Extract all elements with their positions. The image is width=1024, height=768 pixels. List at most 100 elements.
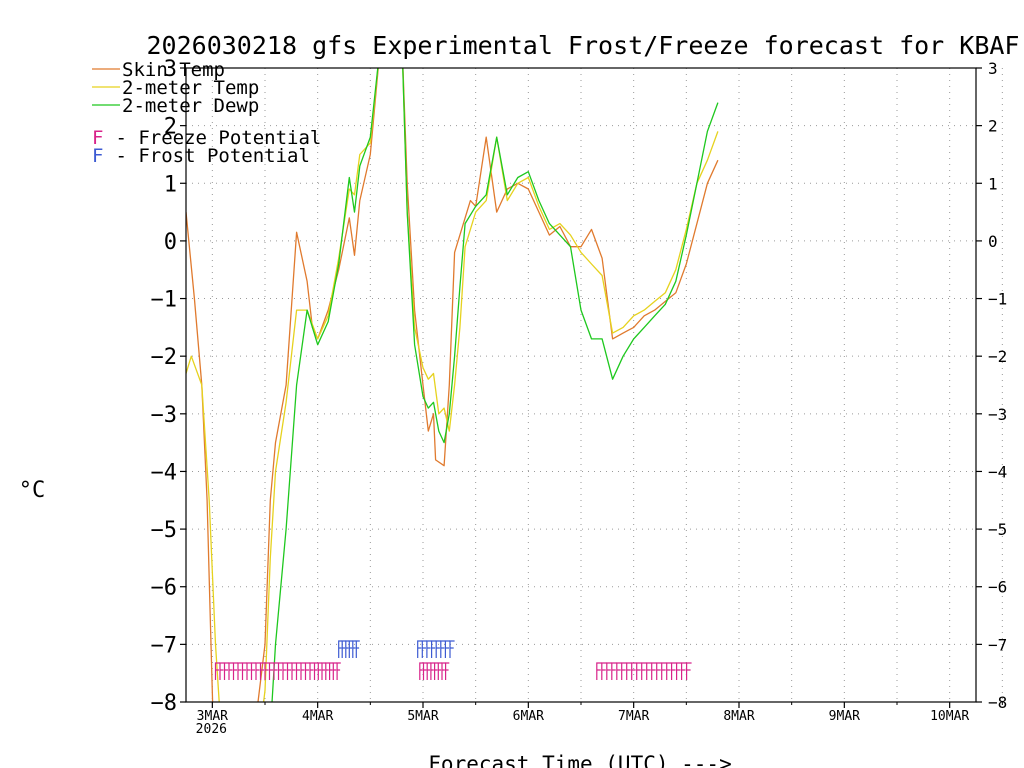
freeze-marker xyxy=(214,662,220,680)
freeze-marker xyxy=(329,662,334,680)
frost-marker xyxy=(348,640,353,658)
freeze-marker xyxy=(259,662,265,680)
y-tick-label-left: −3 xyxy=(151,403,178,428)
freeze-marker xyxy=(286,662,292,680)
freeze-marker xyxy=(255,662,261,680)
freeze-marker xyxy=(430,662,435,680)
freeze-marker xyxy=(616,662,622,680)
series-line-2-meter-dewp xyxy=(271,68,719,702)
frost-marker xyxy=(341,640,346,658)
freeze-marker xyxy=(250,662,256,680)
frost-marker xyxy=(444,640,450,658)
x-tick-label: 3MAR xyxy=(197,709,228,724)
frost-marker xyxy=(426,640,432,658)
y-tick-label-right: −5 xyxy=(988,520,1007,539)
frost-marker xyxy=(352,640,357,658)
y-tick-label-left: 2 xyxy=(164,115,177,140)
freeze-marker xyxy=(646,662,652,680)
freeze-marker-group xyxy=(313,662,341,680)
legend-freeze-symbol: F xyxy=(92,127,103,149)
chart-title: 2026030218 gfs Experimental Frost/Freeze… xyxy=(147,31,1020,60)
freeze-marker xyxy=(295,662,301,680)
freeze-marker xyxy=(596,662,602,680)
freeze-marker xyxy=(681,662,687,680)
y-tick-label-left: −7 xyxy=(151,633,178,658)
freeze-marker xyxy=(228,662,234,680)
y-tick-label-right: −6 xyxy=(988,578,1007,597)
x-axis-label: Forecast Time (UTC) ---> xyxy=(428,752,731,768)
legend-label-2m-temp: 2-meter Temp xyxy=(122,77,259,99)
freeze-marker xyxy=(325,662,330,680)
freeze-marker-group xyxy=(419,662,450,680)
freeze-marker xyxy=(422,662,428,680)
y-tick-label-left: −1 xyxy=(151,288,178,313)
freeze-marker xyxy=(232,662,238,680)
frost-marker-group xyxy=(338,640,360,658)
y-tick-label-right: −4 xyxy=(988,462,1007,481)
freeze-marker-group xyxy=(596,662,692,680)
y-tick-label-right: −2 xyxy=(988,347,1007,366)
x-tick-label: 8MAR xyxy=(723,709,754,724)
y-tick-label-left: −4 xyxy=(151,460,178,485)
freeze-marker xyxy=(246,662,252,680)
y-tick-label-right: 1 xyxy=(988,174,998,193)
y-tick-label-left: −5 xyxy=(151,518,178,543)
frost-marker-group xyxy=(417,640,455,658)
freeze-marker xyxy=(309,662,315,680)
freeze-marker xyxy=(437,662,442,680)
grid-lines xyxy=(186,68,1003,702)
legend-freeze-label: - Freeze Potential xyxy=(104,127,321,149)
legend: Skin Temp 2-meter Temp 2-meter Dewp F - … xyxy=(92,59,321,167)
freeze-marker xyxy=(601,662,607,680)
y-tick-label-right: −7 xyxy=(988,635,1007,654)
freeze-marker xyxy=(219,662,225,680)
y-tick-label-left: 1 xyxy=(164,172,177,197)
freeze-marker xyxy=(676,662,682,680)
frost-marker xyxy=(345,640,350,658)
x-tick-label: 7MAR xyxy=(618,709,649,724)
legend-label-2m-dewp: 2-meter Dewp xyxy=(122,95,259,117)
legend-label-skin-temp: Skin Temp xyxy=(122,59,225,81)
freeze-marker xyxy=(611,662,617,680)
freeze-marker xyxy=(282,662,288,680)
freeze-marker xyxy=(621,662,627,680)
freeze-marker xyxy=(631,662,637,680)
freeze-marker xyxy=(300,662,306,680)
freeze-marker xyxy=(332,662,338,680)
freeze-marker xyxy=(656,662,662,680)
frost-marker xyxy=(435,640,441,658)
legend-frost-symbol: F xyxy=(92,145,103,167)
x-tick-label: 4MAR xyxy=(302,709,333,724)
frost-marker xyxy=(355,640,360,658)
freeze-marker xyxy=(636,662,642,680)
freeze-marker xyxy=(626,662,632,680)
frost-marker xyxy=(338,640,343,658)
freeze-marker xyxy=(304,662,310,680)
freeze-marker xyxy=(277,662,283,680)
freeze-marker xyxy=(441,662,446,680)
frost-marker xyxy=(440,640,446,658)
freeze-marker xyxy=(313,662,319,680)
series-line-2-meter-temp xyxy=(186,68,719,702)
legend-frost-label: - Frost Potential xyxy=(104,145,310,167)
x-tick-label: 9MAR xyxy=(829,709,860,724)
y-tick-label-right: 0 xyxy=(988,232,998,251)
freeze-marker xyxy=(273,662,279,680)
y-axis-left: −8 −7 −6 −5 −4 −3 −2 −1 0 1 2 3 xyxy=(151,57,186,716)
freeze-marker xyxy=(606,662,612,680)
y-tick-label-right: −8 xyxy=(988,693,1007,712)
freeze-marker xyxy=(434,662,439,680)
freeze-marker xyxy=(264,662,270,680)
freeze-marker xyxy=(223,662,229,680)
series-line-skin-temp xyxy=(186,68,719,702)
x-tick-sublabel: 2026 xyxy=(196,722,227,737)
y-tick-label-left: −6 xyxy=(151,576,178,601)
freeze-marker xyxy=(641,662,647,680)
frost-marker xyxy=(421,640,427,658)
y-axis-label: °C xyxy=(19,478,46,503)
x-tick-label: 5MAR xyxy=(407,709,438,724)
frost-freeze-markers xyxy=(214,640,692,680)
